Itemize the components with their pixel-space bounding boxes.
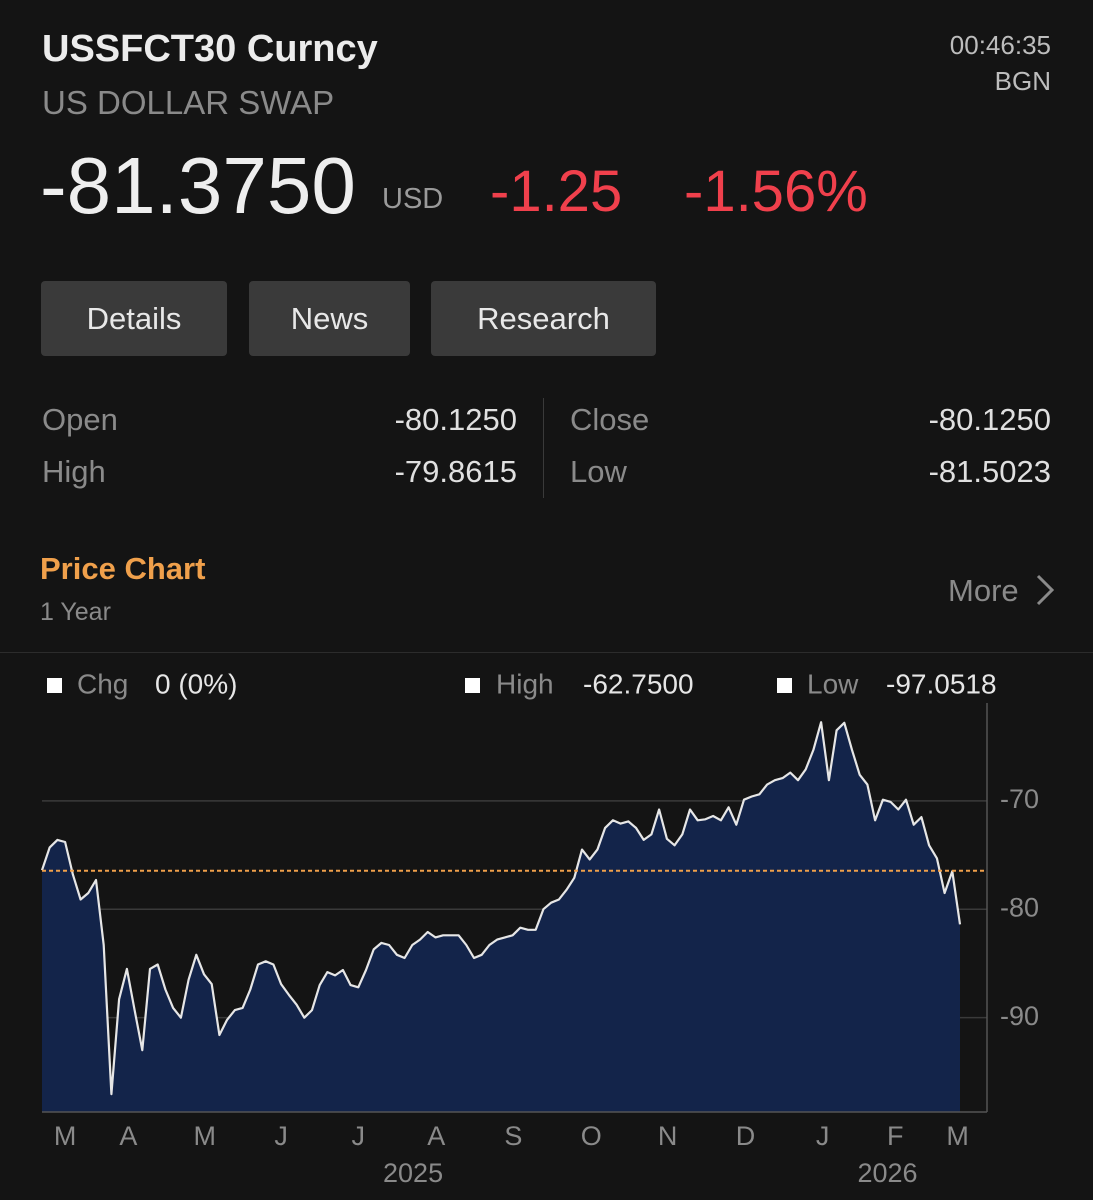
area — [42, 722, 960, 1112]
source: BGN — [994, 66, 1051, 96]
legend-label: Low — [807, 668, 859, 699]
stat-value: -79.8615 — [394, 454, 517, 489]
chart: Chg 0 (0%) High -62.7500 Low -97.0518 -70 -80 -9… — [40, 668, 1039, 1188]
section-title: Price Chart — [40, 551, 206, 586]
x-tick-label: A — [427, 1121, 445, 1151]
x-tick-label: A — [119, 1121, 137, 1151]
stat-value: -81.5023 — [928, 454, 1051, 489]
x-tick-label: N — [658, 1121, 678, 1151]
y-tick-label: -90 — [1000, 1001, 1039, 1031]
legend-value: -62.7500 — [583, 668, 694, 699]
stat-label: High — [42, 454, 106, 489]
stat-label: Open — [42, 402, 118, 437]
legend-swatch — [777, 678, 792, 693]
tab-button[interactable]: News — [249, 281, 410, 356]
stat-label: Close — [570, 402, 650, 437]
x-tick-label: J — [352, 1121, 366, 1151]
legend-swatch — [47, 678, 62, 693]
legend-value: -97.0518 — [886, 668, 997, 699]
ticker: USSFCT30 Curncy — [42, 28, 378, 70]
x-tick-label: M — [946, 1121, 969, 1151]
separator — [0, 652, 1093, 653]
change-pct: -1.56% — [684, 159, 868, 224]
change: -1.25 — [490, 159, 623, 224]
x-tick-label: S — [504, 1121, 522, 1151]
tab-button[interactable]: Research — [431, 281, 656, 356]
stat-label: Low — [570, 454, 627, 489]
legend-value: 0 (0%) — [155, 668, 237, 699]
price: -81.3750 — [40, 141, 356, 230]
period: 1 Year — [40, 598, 111, 626]
chevron[interactable] — [1032, 572, 1058, 608]
x-tick-label: O — [581, 1121, 602, 1151]
y-tick-label: -80 — [1000, 892, 1039, 922]
divider — [543, 398, 544, 498]
security-name: US DOLLAR SWAP — [42, 84, 335, 121]
stat-value: -80.1250 — [928, 402, 1051, 437]
legend-label: Chg — [77, 668, 128, 699]
x-tick-label: J — [816, 1121, 830, 1151]
more-link[interactable]: More — [948, 573, 1019, 608]
y-tick-label: -70 — [1000, 784, 1039, 814]
line — [40, 721, 962, 1096]
legend-swatch — [465, 678, 480, 693]
x-tick-label: J — [274, 1121, 288, 1151]
x-tick-label: M — [194, 1121, 217, 1151]
year-label: 2026 — [857, 1158, 917, 1188]
currency: USD — [382, 183, 444, 215]
legend-label: High — [496, 668, 554, 699]
time: 00:46:35 — [949, 30, 1051, 60]
stat-value: -80.1250 — [394, 402, 517, 437]
year-label: 2025 — [383, 1158, 443, 1188]
x-tick-label: F — [887, 1121, 904, 1151]
x-tick-label: M — [54, 1121, 77, 1151]
x-tick-label: D — [736, 1121, 756, 1151]
tab-button[interactable]: Details — [41, 281, 227, 356]
